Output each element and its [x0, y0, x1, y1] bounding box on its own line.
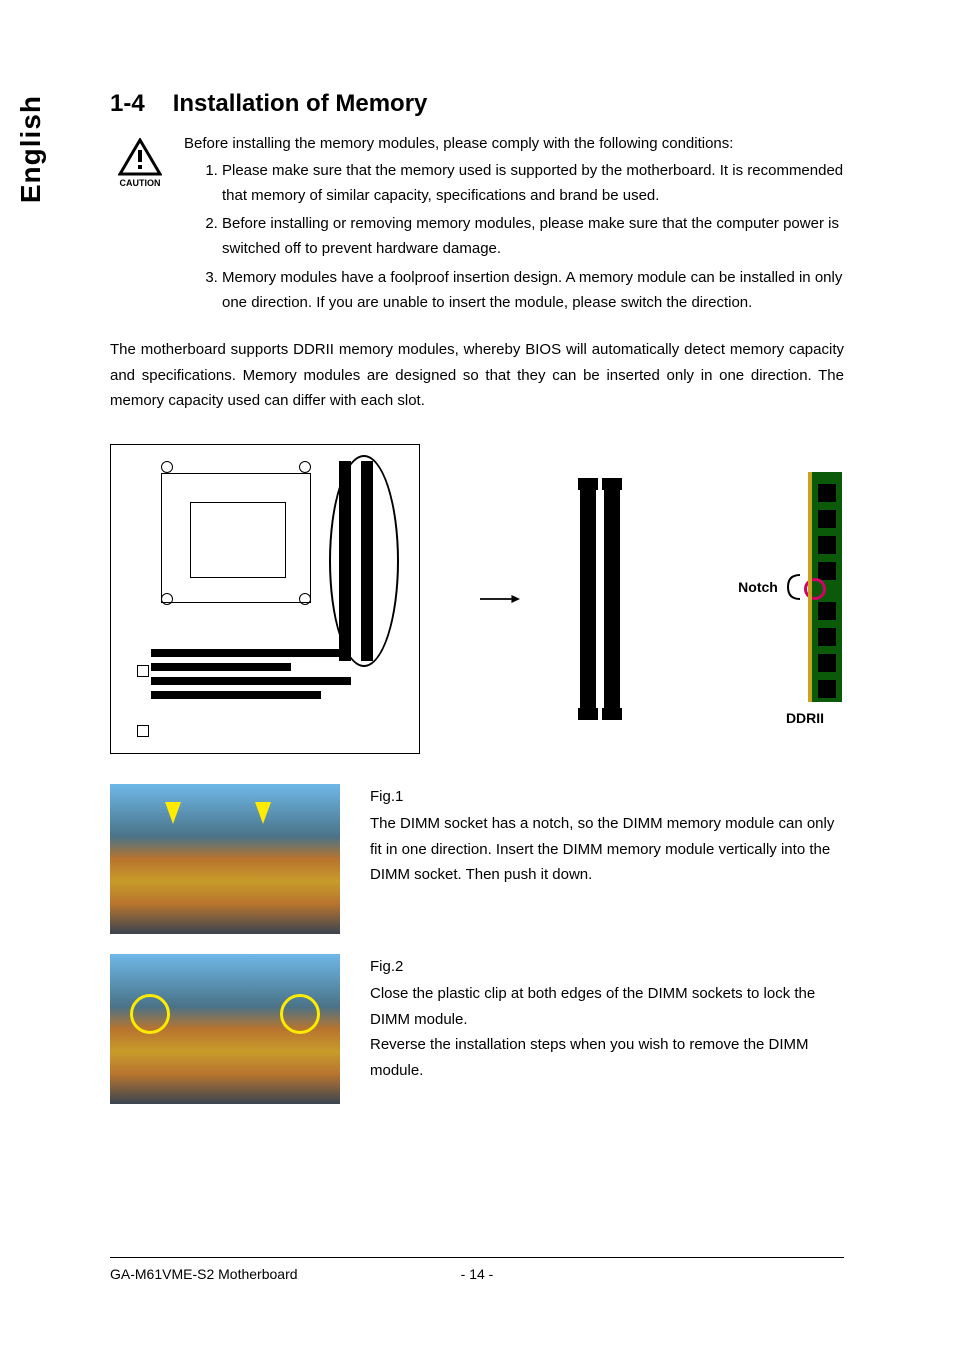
- notch-highlight-circle: [804, 578, 826, 600]
- ddrii-label: DDRII: [786, 710, 824, 726]
- figure-1-body: The DIMM socket has a notch, so the DIMM…: [370, 815, 834, 883]
- language-tab: English: [15, 95, 47, 203]
- intro-block: CAUTION Before installing the memory mod…: [110, 132, 844, 319]
- motherboard-diagram: [110, 444, 420, 754]
- ddr-stick: [812, 472, 842, 702]
- figure-2-body: Close the plastic clip at both edges of …: [370, 985, 815, 1079]
- caution-label: CAUTION: [120, 178, 161, 188]
- caution-icon: [118, 138, 162, 176]
- notch-label: Notch: [738, 579, 778, 595]
- condition-item: Before installing or removing memory mod…: [222, 212, 844, 262]
- figure-1-photo: [110, 784, 340, 934]
- notch-bracket-icon: [786, 573, 804, 601]
- conditions-list: Please make sure that the memory used is…: [222, 159, 844, 316]
- page-footer: GA-M61VME-S2 Motherboard - 14 -: [110, 1257, 844, 1282]
- figure-2-photo: [110, 954, 340, 1104]
- arrow-icon: [480, 589, 520, 609]
- ram-illustration: Notch DDRII: [690, 472, 890, 726]
- figure-1-label: Fig.1: [370, 784, 844, 810]
- section-heading: 1-4 Installation of Memory: [110, 90, 844, 118]
- figure-1-row: Fig.1 The DIMM socket has a notch, so th…: [110, 784, 844, 934]
- condition-item: Memory modules have a foolproof insertio…: [222, 266, 844, 316]
- intro-line: Before installing the memory modules, pl…: [184, 135, 733, 152]
- figure-2-label: Fig.2: [370, 954, 844, 980]
- heading-title: Installation of Memory: [173, 90, 428, 117]
- figure-2-text: Fig.2 Close the plastic clip at both edg…: [370, 954, 844, 1084]
- condition-item: Please make sure that the memory used is…: [222, 159, 844, 209]
- intro-text: Before installing the memory modules, pl…: [184, 132, 844, 319]
- figure-2-row: Fig.2 Close the plastic clip at both edg…: [110, 954, 844, 1104]
- body-paragraph: The motherboard supports DDRII memory mo…: [110, 337, 844, 414]
- slot-closeup: [580, 484, 630, 714]
- figure-1-text: Fig.1 The DIMM socket has a notch, so th…: [370, 784, 844, 888]
- diagram-row: Notch DDRII: [110, 444, 844, 754]
- caution-icon-box: CAUTION: [110, 132, 170, 319]
- heading-number: 1-4: [110, 90, 145, 117]
- footer-page-number: - 14 -: [461, 1266, 494, 1282]
